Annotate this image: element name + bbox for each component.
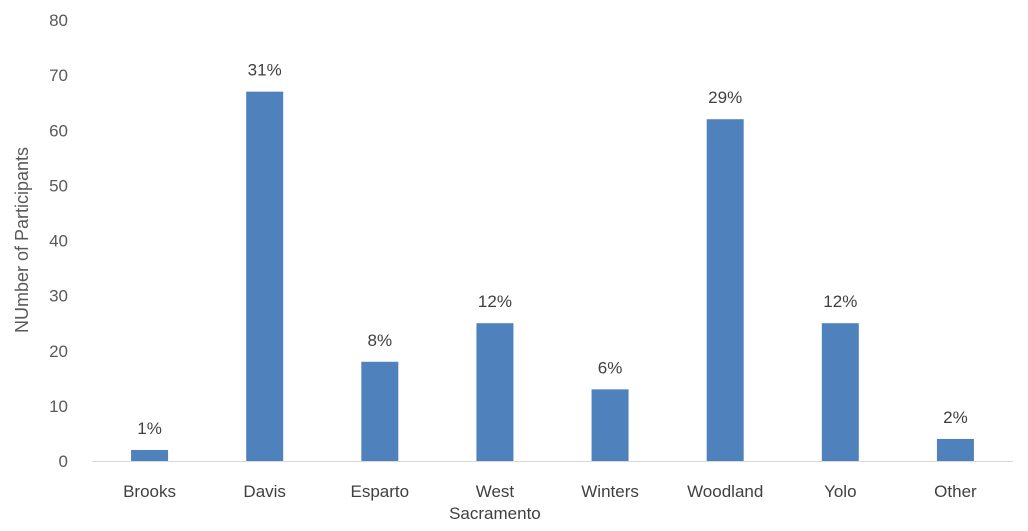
category-label: West Sacramento — [449, 482, 541, 523]
category-label-line: West — [476, 482, 515, 501]
data-label: 8% — [368, 331, 393, 350]
y-tick-label: 0 — [59, 452, 68, 471]
data-label: 12% — [823, 292, 857, 311]
y-tick-label: 80 — [49, 11, 68, 30]
category-label: Yolo — [824, 482, 856, 501]
y-tick-label: 50 — [49, 176, 68, 195]
y-tick-label: 70 — [49, 66, 68, 85]
data-label: 1% — [137, 419, 162, 438]
y-tick-label: 20 — [49, 342, 68, 361]
bar — [476, 323, 514, 461]
category-label-line: Other — [934, 482, 977, 501]
category-label: Other — [934, 482, 977, 501]
bar — [936, 438, 974, 461]
bar — [706, 119, 744, 461]
y-axis-label: NUmber of Participants — [12, 147, 32, 333]
data-label: 31% — [248, 61, 282, 80]
category-label-line: Yolo — [824, 482, 856, 501]
data-label: 29% — [708, 88, 742, 107]
y-tick-label: 10 — [49, 397, 68, 416]
bar — [246, 91, 284, 461]
category-label: Davis — [243, 482, 286, 501]
bar — [361, 361, 399, 461]
category-label-line: Davis — [243, 482, 286, 501]
category-label: Woodland — [687, 482, 763, 501]
y-tick-label: 40 — [49, 232, 68, 251]
data-label: 12% — [478, 292, 512, 311]
category-label-line: Sacramento — [449, 504, 541, 523]
y-tick-label: 60 — [49, 121, 68, 140]
category-labels: Brooks Davis Esparto West Sacramento Winters W… — [123, 482, 977, 523]
category-label: Brooks — [123, 482, 176, 501]
category-label-line: Woodland — [687, 482, 763, 501]
bars — [131, 91, 974, 461]
category-label: Winters — [581, 482, 639, 501]
bar — [821, 323, 859, 461]
y-axis-ticks: 0 10 20 30 40 50 60 70 80 — [49, 11, 68, 471]
category-label-line: Brooks — [123, 482, 176, 501]
data-labels: 1% 31% 8% 12% 6% 29% 12% 2% — [137, 61, 967, 438]
category-label: Esparto — [351, 482, 410, 501]
bar — [131, 449, 169, 461]
y-tick-label: 30 — [49, 287, 68, 306]
category-label-line: Winters — [581, 482, 639, 501]
bar — [591, 389, 629, 461]
data-label: 6% — [598, 358, 623, 377]
category-label-line: Esparto — [351, 482, 410, 501]
data-label: 2% — [943, 408, 968, 427]
